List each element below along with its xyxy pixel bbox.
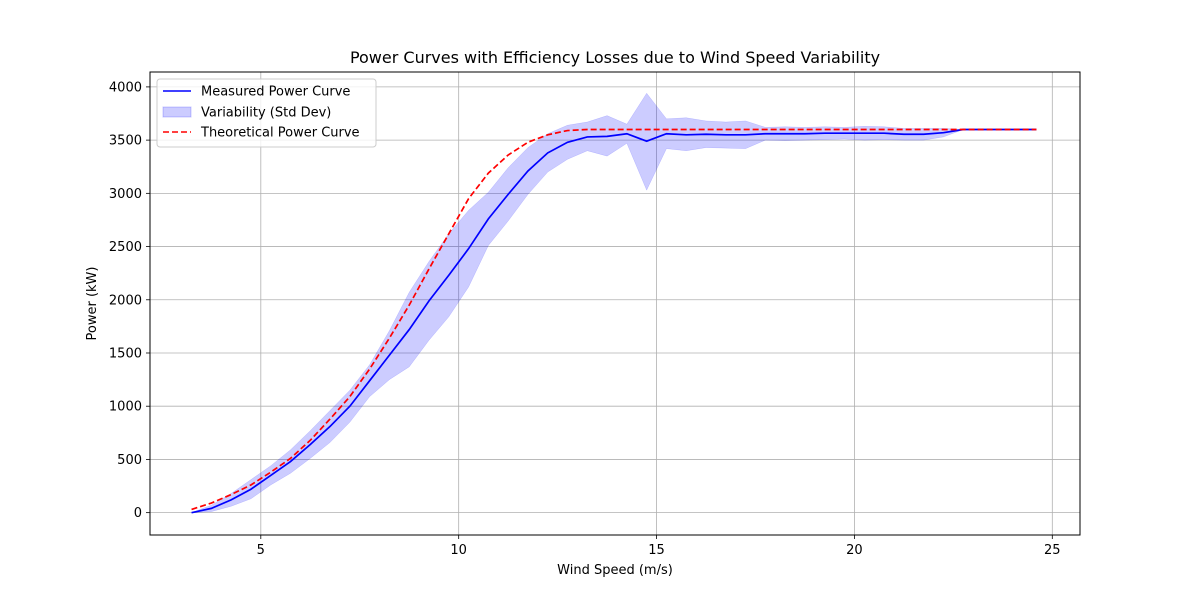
x-tick-label: 10 [450, 543, 467, 558]
legend: Measured Power Curve Variability (Std De… [156, 78, 377, 148]
theoretical-power-curve-line [191, 128, 1037, 511]
y-axis-label: Power (kW) [85, 267, 100, 341]
series-line-layer [191, 128, 1037, 514]
legend-swatch-band [162, 106, 192, 118]
x-tick-label: 15 [648, 543, 665, 558]
y-tick-label: 3000 [109, 187, 142, 202]
y-tick-label: 4000 [109, 80, 142, 95]
y-tick-label: 1000 [109, 400, 142, 415]
y-tick-label: 3500 [109, 134, 142, 149]
grid-layer [150, 72, 1080, 535]
x-axis-label: Wind Speed (m/s) [557, 563, 673, 578]
variability-band-layer [191, 92, 1037, 513]
y-tick-label: 1500 [109, 346, 142, 361]
x-tick-label: 5 [257, 543, 265, 558]
variability-band [191, 92, 1037, 513]
legend-label-band: Variability (Std Dev) [201, 106, 331, 121]
legend-label-measured: Measured Power Curve [201, 85, 350, 100]
x-tick-label: 25 [1044, 543, 1061, 558]
x-tick-label: 20 [846, 543, 863, 558]
legend-box [156, 78, 377, 148]
tick-layer: 5 10 15 20 25 0 500 1000 1500 2000 2500 3000 3500 400… [109, 80, 1061, 558]
measured-power-curve-line [191, 128, 1037, 514]
legend-label-theoretical: Theoretical Power Curve [200, 126, 360, 141]
y-tick-label: 500 [117, 453, 142, 468]
y-tick-label: 0 [134, 506, 142, 521]
y-tick-label: 2000 [109, 293, 142, 308]
chart-title: Power Curves with Efficiency Losses due … [350, 48, 880, 67]
plot-frame [149, 71, 1081, 536]
y-tick-label: 2500 [109, 240, 142, 255]
